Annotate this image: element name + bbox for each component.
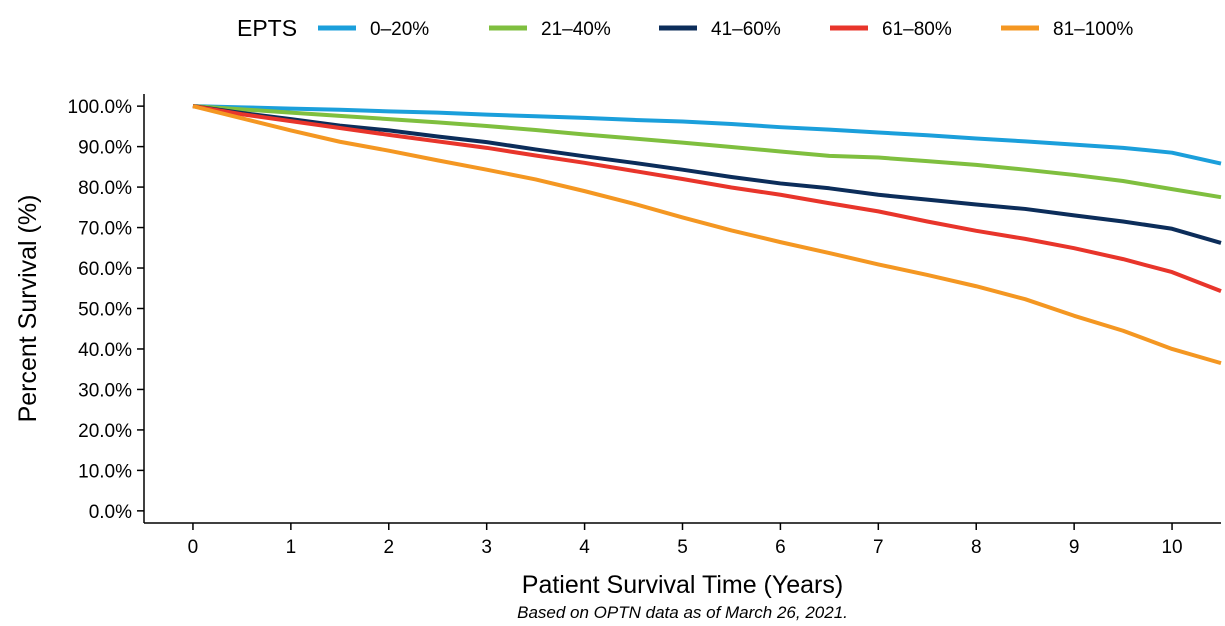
y-tick-label: 70.0% <box>78 219 132 240</box>
x-tick-label: 2 <box>383 537 394 558</box>
y-tick-label: 60.0% <box>78 259 132 280</box>
x-tick-label: 7 <box>873 537 884 558</box>
x-tick-label: 8 <box>971 537 982 558</box>
y-tick-label: 40.0% <box>78 340 132 361</box>
series-line-1 <box>192 104 1222 166</box>
legend-label-3: 41–60% <box>711 19 781 40</box>
y-tick-label: 10.0% <box>78 461 132 482</box>
legend-title: EPTS <box>237 15 297 41</box>
y-tick-label: 20.0% <box>78 421 132 442</box>
legend-label-1: 0–20% <box>370 19 429 40</box>
series-line-2 <box>192 104 1222 200</box>
plot-lines <box>192 104 1222 366</box>
y-tick-label: 90.0% <box>78 138 132 159</box>
x-tick-label: 5 <box>677 537 688 558</box>
series-line-4 <box>192 104 1222 293</box>
x-tick-label: 3 <box>481 537 492 558</box>
x-tick-label: 10 <box>1161 537 1182 558</box>
legend-label-4: 61–80% <box>882 19 952 40</box>
y-tick-label: 100.0% <box>68 97 133 118</box>
legend: EPTS 0–20% 21–40% 41–60% 61–80% 81–100% <box>237 15 1133 41</box>
x-tick-label: 4 <box>579 537 590 558</box>
x-tick-label: 9 <box>1069 537 1080 558</box>
y-tick-label: 30.0% <box>78 380 132 401</box>
x-tick-label: 1 <box>286 537 297 558</box>
x-tick-label: 6 <box>775 537 786 558</box>
y-tick-label: 50.0% <box>78 300 132 321</box>
x-axis-title: Patient Survival Time (Years) <box>522 571 843 599</box>
x-axis: 0 1 2 3 4 5 6 7 8 9 10 <box>144 522 1221 558</box>
series-line-3 <box>192 104 1222 245</box>
chart-caption: Based on OPTN data as of March 26, 2021. <box>517 603 848 622</box>
y-tick-label: 80.0% <box>78 178 132 199</box>
series-line-5 <box>192 104 1222 366</box>
legend-label-5: 81–100% <box>1053 19 1133 40</box>
legend-label-2: 21–40% <box>541 19 611 40</box>
y-axis: 0.0% 10.0% 20.0% 30.0% 40.0% 50.0% 60.0% 70.0% 8… <box>68 94 145 523</box>
y-axis-title: Percent Survival (%) <box>14 195 42 423</box>
y-tick-label: 0.0% <box>89 502 132 523</box>
x-tick-label: 0 <box>188 537 199 558</box>
